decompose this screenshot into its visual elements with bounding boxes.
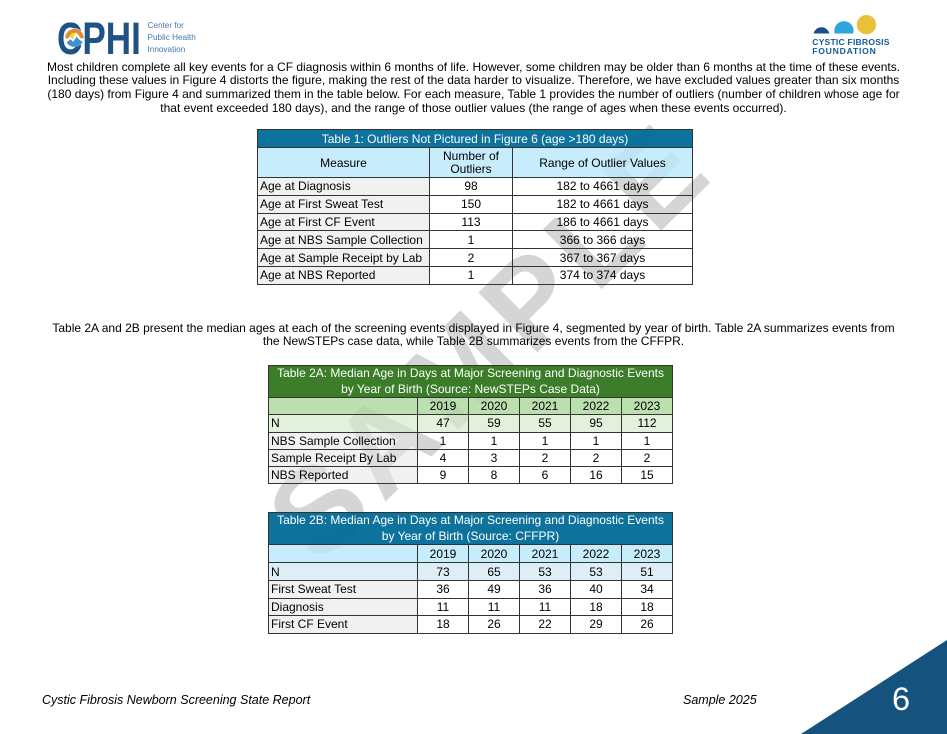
svg-text:CYSTIC FIBROSIS: CYSTIC FIBROSIS <box>812 37 890 47</box>
svg-text:FOUNDATION: FOUNDATION <box>812 46 876 56</box>
